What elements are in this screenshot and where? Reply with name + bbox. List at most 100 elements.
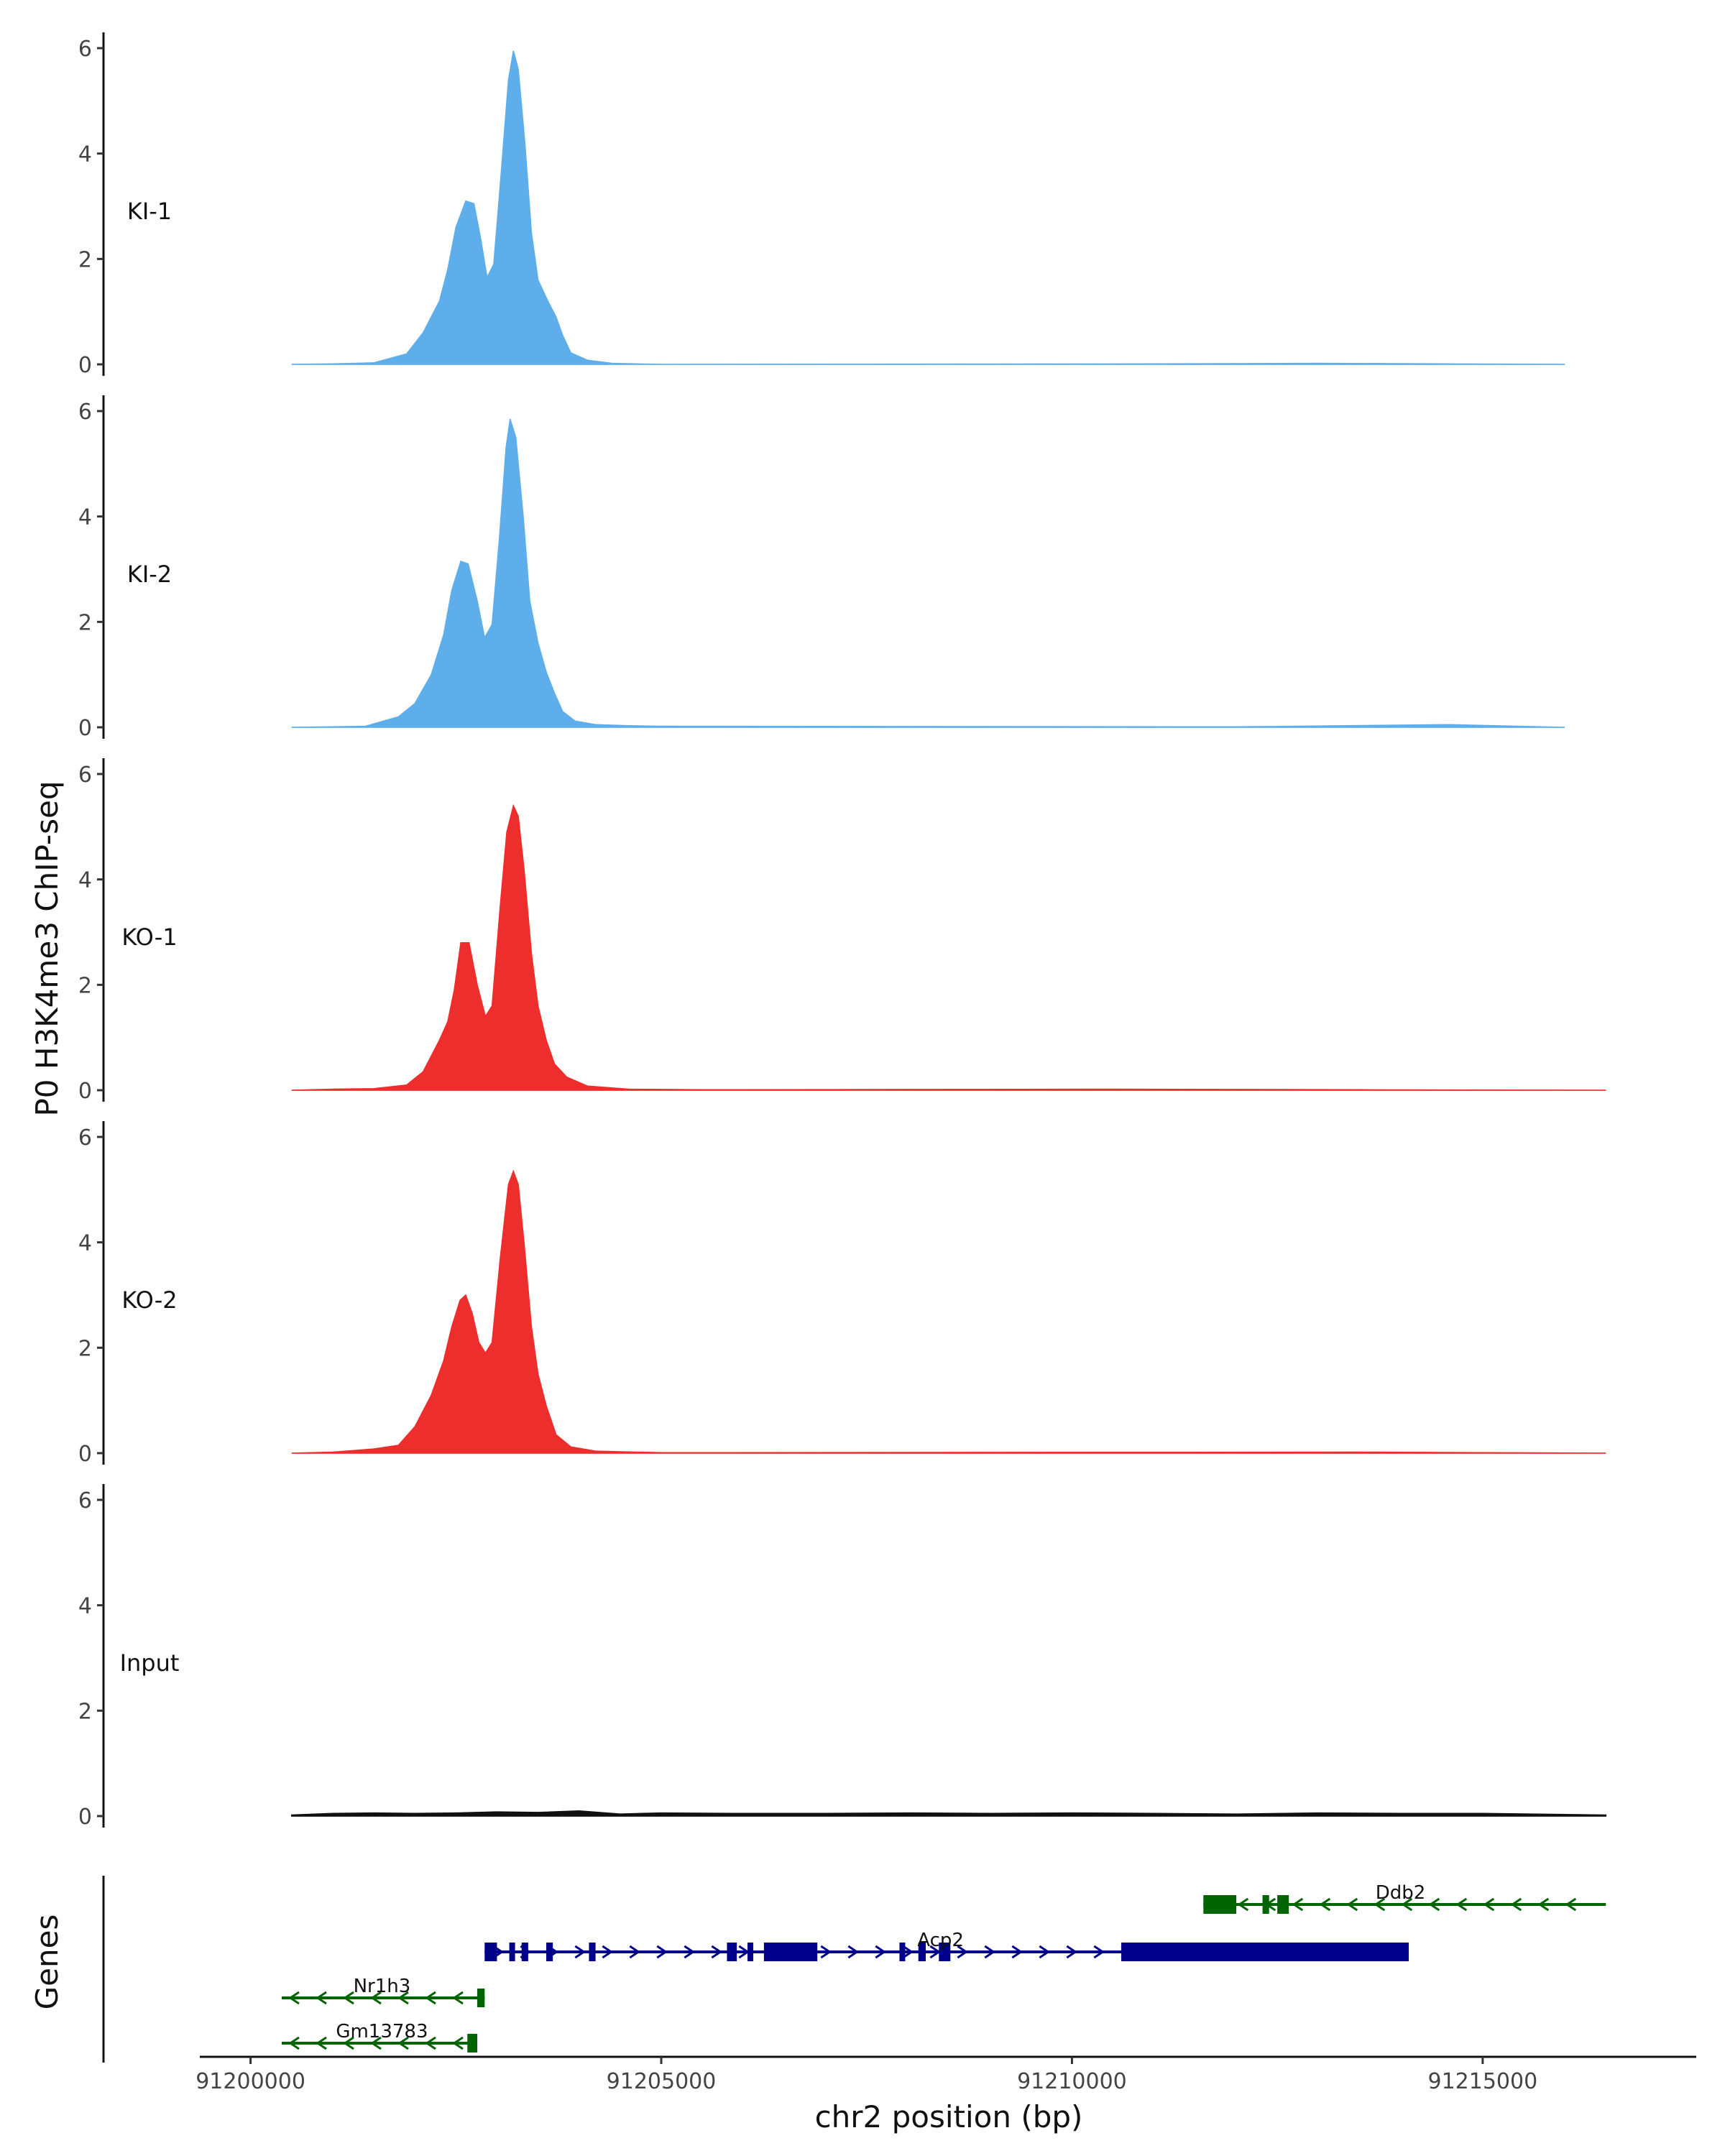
x-axis-title: chr2 position (bp) (815, 2099, 1083, 2134)
y-tick-label: 4 (78, 1594, 92, 1619)
gene-label: Gm13783 (336, 2021, 428, 2042)
x-tick-label: 91205000 (607, 2069, 717, 2094)
exon (1121, 1943, 1409, 1961)
y-axis-title: P0 H3K4me3 ChIP-seq (29, 780, 65, 1116)
exon (727, 1943, 737, 1961)
y-tick-label: 6 (78, 400, 92, 425)
track-label: KO-2 (121, 1286, 177, 1314)
exon (477, 1989, 485, 2007)
exon (748, 1943, 753, 1961)
gene-gm13783: Gm13783 (282, 2021, 477, 2053)
strand-arrow (1483, 1897, 1495, 1912)
strand-arrow (1428, 1897, 1440, 1912)
strand-arrow (984, 1945, 995, 1959)
strand-arrow (875, 1945, 886, 1959)
exon (521, 1943, 528, 1961)
strand-arrow (343, 2036, 354, 2050)
y-tick-label: 6 (78, 763, 92, 788)
track-label: KI-1 (127, 198, 172, 225)
signal-area-input (290, 1810, 1607, 1817)
y-tick-label: 2 (78, 1699, 92, 1724)
strand-arrow (288, 2036, 300, 2050)
strand-arrow (316, 1991, 327, 2005)
y-tick-label: 4 (78, 505, 92, 530)
y-tick-label: 2 (78, 973, 92, 998)
strand-arrow (902, 1945, 914, 1959)
strand-arrow (820, 1945, 832, 1959)
y-tick-label: 6 (78, 1488, 92, 1514)
track-panel-ko-1: 0 2 4 6 KO-1 (78, 758, 1606, 1104)
y-tick-label: 0 (78, 1805, 92, 1830)
y-tick-label: 2 (78, 1336, 92, 1361)
strand-arrow (629, 1945, 640, 1959)
strand-arrow (1319, 1897, 1331, 1912)
strand-arrow (1455, 1897, 1468, 1912)
exon (546, 1943, 553, 1961)
strand-arrow (1039, 1945, 1050, 1959)
strand-arrow (1401, 1897, 1413, 1912)
y-tick-label: 0 (78, 1079, 92, 1104)
strand-arrow (656, 1945, 668, 1959)
signal-area-ko-1 (291, 803, 1606, 1091)
strand-arrow (397, 1991, 409, 2005)
y-tick-label: 6 (78, 37, 92, 62)
track-panel-input: 0 2 4 6 Input (78, 1484, 1607, 1830)
y-tick-label: 2 (78, 610, 92, 635)
strand-arrow (1237, 1897, 1249, 1912)
strand-arrow (1011, 1945, 1023, 1959)
signal-area-ki-1 (291, 50, 1565, 365)
strand-arrow (711, 1945, 722, 1959)
exon (763, 1943, 818, 1961)
gene-ddb2: Ddb2 (1203, 1882, 1606, 1914)
strand-arrow (370, 1991, 382, 2005)
exon (899, 1943, 906, 1961)
strand-arrow (425, 1991, 436, 2005)
exon (1277, 1895, 1289, 1914)
signal-area-ki-2 (291, 418, 1565, 728)
exon (589, 1943, 596, 1961)
strand-arrow (1537, 1897, 1550, 1912)
exon (467, 2034, 477, 2053)
strand-arrow (452, 1991, 464, 2005)
x-tick-label: 91210000 (1017, 2069, 1127, 2094)
strand-arrow (684, 1945, 695, 1959)
exon (1262, 1895, 1269, 1914)
strand-arrow (1374, 1897, 1386, 1912)
y-tick-label: 4 (78, 868, 92, 893)
exon (484, 1943, 497, 1961)
y-tick-label: 2 (78, 247, 92, 272)
gene-annotation-track: Ddb2 Acp2 Nr1h3 Gm13783 (102, 1876, 1606, 2063)
strand-arrow (602, 1945, 613, 1959)
x-tick-label: 91200000 (196, 2069, 305, 2094)
exon (509, 1943, 515, 1961)
strand-arrow (1565, 1897, 1577, 1912)
track-panel-ki-1: 0 2 4 6 KI-1 (78, 32, 1565, 378)
genes-axis-title: Genes (29, 1915, 65, 2010)
track-panel-ki-2: 0 2 4 6 KI-2 (78, 395, 1565, 741)
strand-arrow (957, 1945, 968, 1959)
signal-tracks: 0 2 4 6 KI-1 0 2 4 6 KI-2 0 2 4 6 KO-1 0 2 4 6 KO-2 0 2 4 6 Inpu… (78, 32, 1607, 1830)
strand-arrow (397, 2036, 409, 2050)
strand-arrow (847, 1945, 859, 1959)
y-tick-label: 6 (78, 1125, 92, 1151)
x-tick-label: 91215000 (1428, 2069, 1538, 2094)
y-tick-label: 0 (78, 716, 92, 741)
exon (939, 1943, 951, 1961)
y-tick-label: 0 (78, 1442, 92, 1467)
exon (1203, 1895, 1236, 1914)
strand-arrow (370, 2036, 382, 2050)
y-tick-label: 4 (78, 1231, 92, 1256)
gene-nr1h3: Nr1h3 (282, 1976, 485, 2007)
strand-arrow (1346, 1897, 1358, 1912)
strand-arrow (574, 1945, 586, 1959)
strand-arrow (452, 2036, 464, 2050)
strand-arrow (425, 2036, 436, 2050)
gene-label: Nr1h3 (354, 1976, 411, 1997)
strand-arrow (288, 1991, 300, 2005)
y-tick-label: 4 (78, 142, 92, 167)
strand-arrow (1066, 1945, 1077, 1959)
strand-arrow (343, 1991, 354, 2005)
x-axis: 91200000 91205000 91210000 91215000 (196, 2055, 1696, 2094)
track-label: Input (120, 1649, 180, 1677)
